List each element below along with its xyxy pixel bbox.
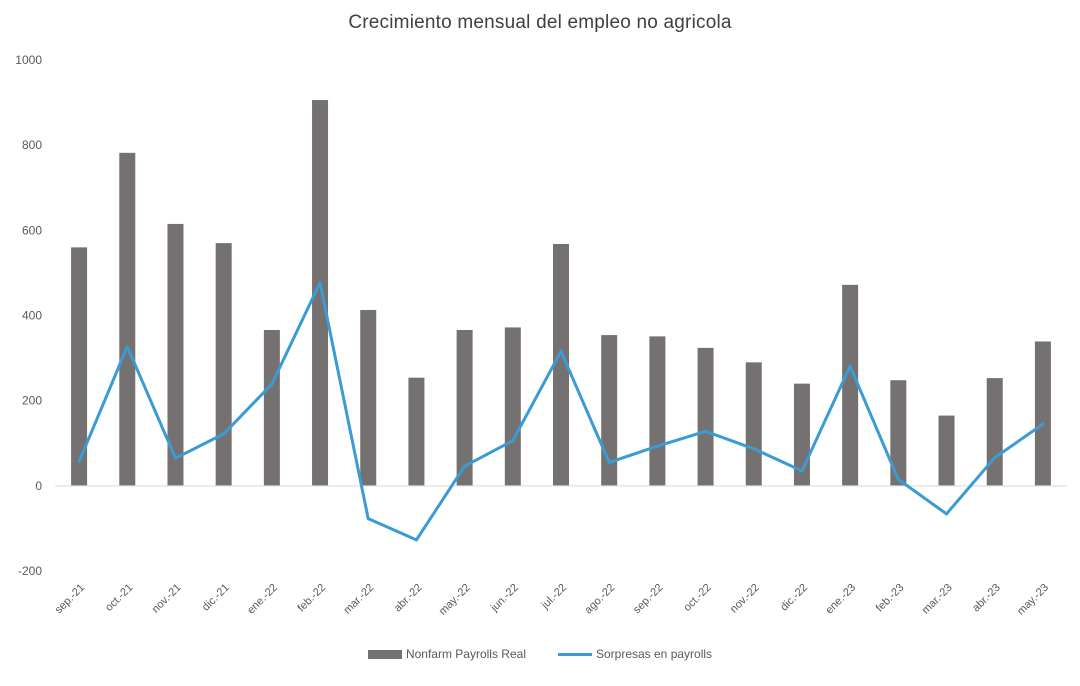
line-point [1041, 422, 1045, 426]
line-point [77, 460, 81, 464]
line-point [752, 447, 756, 451]
line-point [125, 345, 129, 349]
x-tick-label: oct.-22 [681, 582, 713, 614]
line-point [993, 456, 997, 460]
bar [71, 247, 88, 486]
line-point [463, 464, 467, 468]
bar [215, 243, 232, 486]
legend-label-bars: Nonfarm Payrolls Real [405, 647, 526, 661]
x-tick-label: feb.-22 [295, 582, 328, 615]
bar-series [71, 100, 1051, 486]
line-point [945, 512, 949, 516]
x-tick-label: feb.-23 [874, 582, 907, 615]
line-point [270, 382, 274, 386]
x-tick-label: mar.-23 [920, 582, 955, 617]
bar [842, 284, 859, 486]
line-point [704, 429, 708, 433]
x-tick-label: dic.-21 [200, 582, 232, 614]
bar [649, 336, 666, 486]
bar [745, 362, 762, 486]
legend-label-line: Sorpresas en payrolls [595, 647, 713, 661]
x-tick-label: ene.-22 [245, 582, 280, 617]
bar [601, 335, 618, 486]
line-point [366, 517, 370, 521]
x-axis-labels: sep.-21 oct.-21 nov.-21 dic.-21 ene.-22 feb.-… [53, 582, 1051, 618]
bar [312, 100, 329, 486]
x-tick-label: sep.-22 [631, 582, 665, 616]
y-tick-label: 1000 [15, 53, 42, 67]
line-point [655, 444, 659, 448]
x-tick-label: oct.-21 [103, 582, 135, 614]
bar [408, 377, 425, 486]
legend-item-bars: Nonfarm Payrolls Real [367, 647, 526, 661]
line-point [318, 281, 322, 285]
bar [263, 329, 280, 486]
line-point [800, 469, 804, 473]
x-tick-label: jul.-22 [539, 582, 569, 612]
bar [890, 380, 907, 486]
legend: Nonfarm Payrolls Real Sorpresas en payro… [0, 647, 1080, 661]
bar [119, 152, 136, 486]
x-tick-label: nov.-21 [150, 582, 184, 616]
line-point [222, 432, 226, 436]
bar [456, 329, 473, 486]
bar [167, 223, 184, 486]
line-point [896, 477, 900, 481]
chart-title: Crecimiento mensual del empleo no agrico… [348, 12, 732, 33]
x-tick-label: sep.-21 [53, 582, 87, 616]
x-tick-label: dic.-22 [778, 582, 810, 614]
x-tick-label: jun.-22 [488, 582, 521, 615]
bar [986, 378, 1003, 486]
bar [360, 309, 377, 486]
legend-swatch-bar-icon [367, 649, 402, 659]
legend-item-line: Sorpresas en payrolls [557, 647, 713, 661]
x-tick-label: ago.-22 [582, 582, 617, 617]
bar [553, 243, 569, 486]
bar [697, 347, 714, 486]
line-point [559, 349, 563, 353]
y-tick-label: 400 [22, 309, 42, 323]
y-tick-label: -200 [18, 564, 42, 578]
x-tick-label: abr.-23 [970, 582, 1003, 615]
bar [1034, 341, 1051, 486]
line-point [848, 364, 852, 368]
x-tick-label: nov.-22 [728, 582, 762, 616]
line-point [173, 456, 177, 460]
x-tick-label: ene.-23 [823, 582, 858, 617]
y-tick-label: 200 [22, 394, 42, 408]
line-point [511, 439, 515, 443]
legend-swatch-line-icon [557, 652, 592, 656]
line-point [607, 460, 611, 464]
y-tick-label: 0 [35, 479, 42, 493]
x-tick-label: abr.-22 [392, 582, 425, 615]
y-tick-label: 600 [22, 223, 42, 237]
x-tick-label: may.-22 [437, 582, 473, 618]
x-tick-label: may.-23 [1015, 582, 1051, 618]
line-point [414, 538, 418, 542]
line-series [77, 281, 1045, 542]
bar [938, 415, 955, 486]
x-tick-label: mar.-22 [342, 582, 377, 617]
bar [504, 327, 521, 486]
y-axis-labels: -200 0 200 400 600 800 1000 [15, 53, 42, 578]
y-tick-label: 800 [22, 138, 42, 152]
